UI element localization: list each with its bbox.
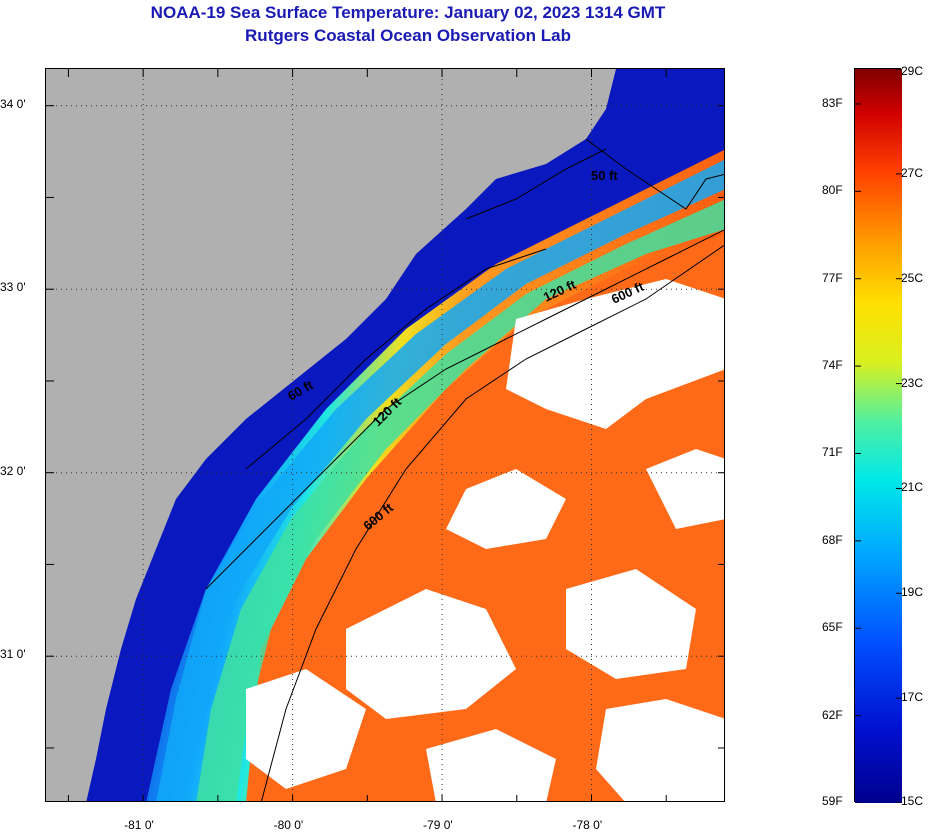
celsius-label: 15C	[901, 794, 924, 808]
cloud-patches	[246, 279, 724, 801]
celsius-label: 29C	[901, 64, 924, 78]
celsius-label: 27C	[901, 165, 924, 180]
bathymetry-contours	[205, 138, 724, 801]
temperature-colorbar	[854, 68, 902, 803]
lat-lon-grid	[46, 69, 724, 801]
lat-tick-label: 33 0'	[0, 280, 26, 295]
fahrenheit-label: 80F	[822, 183, 843, 198]
colorbar-gradient	[855, 69, 902, 803]
sst-map-canvas: 50 ft 120 ft 600 ft 60 ft 120 ft 600 ft	[46, 69, 724, 801]
fahrenheit-label: 74F	[822, 358, 843, 373]
lon-tick-label: -78 0'	[572, 818, 603, 832]
lon-tick-label: -81 0'	[124, 818, 154, 832]
fahrenheit-label: 65F	[822, 620, 843, 635]
lat-tick-label: 32 0'	[0, 463, 26, 478]
fahrenheit-label: 62F	[822, 707, 843, 722]
colorbar-canvas	[855, 69, 902, 803]
celsius-label: 23C	[901, 375, 924, 390]
celsius-label: 21C	[901, 480, 924, 495]
chart-title: NOAA-19 Sea Surface Temperature: January…	[150, 3, 666, 22]
fahrenheit-label: 59F	[822, 794, 843, 808]
celsius-label: 19C	[901, 585, 924, 600]
fahrenheit-label: 83F	[822, 95, 843, 110]
celsius-label: 17C	[901, 690, 924, 705]
lon-tick-label: -80 0'	[273, 818, 304, 832]
lon-tick-label: -79 0'	[423, 818, 453, 832]
fahrenheit-label: 68F	[822, 532, 843, 547]
colorbar-ticks	[855, 69, 902, 803]
contour-label-50ft: 50 ft	[591, 168, 618, 183]
fahrenheit-label: 77F	[822, 270, 843, 285]
sst-map[interactable]: 50 ft 120 ft 600 ft 60 ft 120 ft 600 ft	[45, 68, 725, 802]
lat-tick-label: 34 0'	[0, 96, 26, 111]
fahrenheit-label: 71F	[822, 445, 843, 460]
land-mass	[46, 69, 616, 801]
lat-tick-label: 31 0'	[0, 647, 26, 662]
chart-subtitle: Rutgers Coastal Ocean Observation Lab	[245, 26, 571, 45]
celsius-label: 25C	[901, 270, 924, 285]
